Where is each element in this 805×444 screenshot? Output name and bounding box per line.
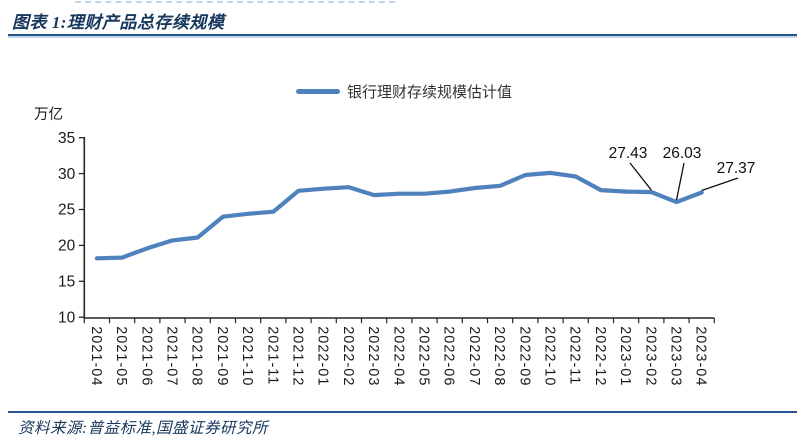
y-tick-label: 20 <box>58 238 76 255</box>
data-source-note: 资料来源:普益标准,国盛证券研究所 <box>18 420 269 437</box>
x-tick-label: 2022-07 <box>466 326 482 386</box>
x-tick-label: 2022-02 <box>340 326 356 386</box>
x-tick-label: 2022-01 <box>315 326 331 386</box>
x-tick-label: 2021-09 <box>214 326 230 386</box>
y-tick-label: 25 <box>58 202 75 219</box>
x-tick-label: 2023-01 <box>617 326 633 386</box>
y-tick-label: 35 <box>58 130 75 147</box>
x-tick-label: 2021-10 <box>239 326 255 386</box>
x-tick-label: 2022-10 <box>542 326 558 386</box>
x-tick-label: 2021-12 <box>290 326 306 386</box>
x-tick-label: 2021-04 <box>88 326 104 386</box>
x-tick-label: 2022-03 <box>365 326 381 386</box>
figure-title: 图表 1:理财产品总存续规模 <box>12 13 225 32</box>
series-line <box>94 170 704 261</box>
y-tick-label: 30 <box>58 166 76 183</box>
chart-legend: 银行理财存续规模估计值 <box>296 81 512 102</box>
x-tick-label: 2022-09 <box>516 326 532 386</box>
x-tick-label: 2023-04 <box>693 326 709 386</box>
top-border-artifact <box>75 1 395 3</box>
y-tick-label: 10 <box>58 309 76 326</box>
y-tick-label: 15 <box>58 274 75 291</box>
annotation-leader-line <box>675 162 685 201</box>
x-tick-label: 2022-11 <box>567 326 583 385</box>
x-tick-label: 2022-08 <box>491 326 507 386</box>
x-tick-label: 2023-03 <box>668 326 684 386</box>
title-underline <box>8 34 797 38</box>
legend-line-swatch <box>296 89 340 94</box>
x-tick-label: 2022-05 <box>416 326 432 386</box>
annotation-label: 26.03 <box>663 145 702 162</box>
x-tick-label: 2021-05 <box>113 326 129 386</box>
legend-series-label: 银行理财存续规模估计值 <box>347 84 513 101</box>
x-tick-label: 2022-04 <box>390 326 406 386</box>
x-tick-label: 2022-12 <box>592 326 608 386</box>
x-tick-label: 2021-06 <box>138 326 154 386</box>
annotation-leader-line <box>701 177 739 192</box>
x-tick-label: 2023-02 <box>642 326 658 386</box>
x-tick-label: 2021-07 <box>164 326 180 386</box>
annotation-label: 27.43 <box>609 145 648 162</box>
x-tick-label: 2021-11 <box>264 326 280 385</box>
annotation-leader-line <box>629 162 652 191</box>
footer-rule <box>8 411 797 413</box>
x-tick-label: 2021-08 <box>189 326 205 386</box>
annotation-label: 27.37 <box>717 160 756 177</box>
y-axis-unit-label: 万亿 <box>34 107 63 123</box>
x-tick-label: 2022-06 <box>441 326 457 386</box>
